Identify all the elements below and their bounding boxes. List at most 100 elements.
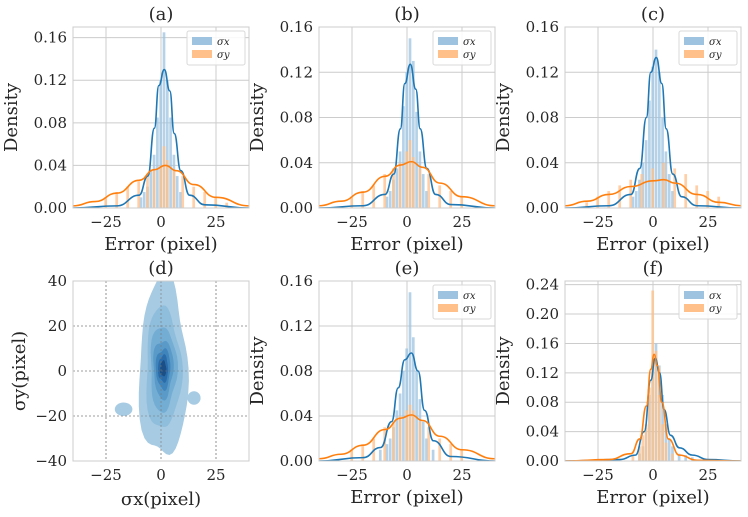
- y-tick-label: −40: [35, 452, 67, 470]
- legend-box: [678, 284, 738, 320]
- bar-sigma-y-9: [172, 170, 176, 208]
- bar-sigma-x-9: [415, 111, 418, 208]
- y-tick-label: 0.12: [280, 63, 313, 81]
- bar-sigma-y-2: [126, 186, 130, 208]
- bar-sigma-y-8: [673, 168, 677, 208]
- bar-sigma-y-13: [460, 449, 464, 461]
- plot-area-f: [565, 290, 741, 461]
- bar-sigma-x-14: [431, 449, 435, 461]
- y-tick-label: 0.12: [34, 71, 67, 89]
- bar-sigma-y-7: [657, 394, 661, 461]
- bar-sigma-y-1: [361, 191, 365, 208]
- kde-line-sigma-x: [319, 63, 495, 208]
- axes-frame-c: [564, 26, 742, 209]
- x-tick-label: 0: [648, 213, 658, 231]
- x-axis-label: σx(pixel): [121, 489, 201, 510]
- bar-sigma-x-4: [395, 410, 399, 461]
- bar-sigma-x-12: [671, 191, 674, 208]
- bar-sigma-x-8: [411, 60, 415, 208]
- bar-sigma-y-7: [162, 146, 166, 208]
- bar-sigma-x-1: [385, 444, 389, 461]
- legend-box: [678, 30, 738, 66]
- bar-sigma-y-6: [654, 350, 658, 461]
- bar-sigma-x-3: [149, 170, 153, 208]
- bar-sigma-y-6: [405, 151, 409, 208]
- bar-sigma-y-3: [618, 185, 622, 208]
- legend-swatch-sigma-x: [684, 37, 704, 45]
- y-tick-label: 0.04: [34, 156, 67, 174]
- x-tick-label: −25: [90, 466, 122, 484]
- y-tick-label: 0.12: [280, 317, 313, 335]
- legend-swatch-sigma-x: [684, 291, 704, 299]
- legend-label-sigma-x: σx: [709, 291, 722, 302]
- y-tick-label: 0.08: [526, 109, 559, 127]
- bar-sigma-x-5: [402, 106, 405, 208]
- kde-line-sigma-y: [565, 178, 741, 207]
- legend-box: [186, 30, 246, 66]
- y-tick-label: 0.16: [526, 334, 559, 352]
- y-axis-label: Density: [247, 336, 268, 406]
- bar-sigma-y-1: [638, 446, 641, 461]
- bar-sigma-y-4: [648, 387, 651, 461]
- panel-e: (e) −25 0 25 0.00 0.04 0.08 0.12 0.16 Error (pixe…: [247, 258, 496, 508]
- x-tick-label: 0: [156, 466, 166, 484]
- bar-sigma-x-2: [638, 179, 641, 208]
- y-tick-label: 0.08: [34, 114, 67, 132]
- bar-sigma-y-10: [671, 453, 674, 461]
- kde-line-sigma-y: [73, 164, 249, 207]
- bar-sigma-x-9: [411, 337, 415, 461]
- bar-sigma-y-11: [438, 438, 442, 461]
- legend-label-sigma-y: σy: [217, 50, 230, 61]
- legend-label-sigma-x: σx: [463, 37, 476, 48]
- bar-sigma-x-11: [677, 453, 681, 461]
- y-tick-label: 0.04: [526, 154, 559, 172]
- legend-label-sigma-y: σy: [709, 50, 722, 61]
- bar-sigma-y-12: [203, 192, 207, 208]
- y-tick-label: 0.00: [34, 199, 67, 217]
- y-tick-label: 0.00: [280, 452, 313, 470]
- bar-sigma-x-1: [142, 192, 146, 208]
- x-tick-label: 25: [452, 466, 471, 484]
- bar-sigma-y-9: [418, 168, 422, 208]
- bar-sigma-y-8: [411, 157, 415, 208]
- bar-sigma-x-11: [667, 174, 671, 208]
- panel-title: (f): [643, 258, 664, 279]
- bar-sigma-x-10: [415, 371, 418, 461]
- bar-sigma-y-14: [225, 202, 229, 208]
- kde-line-sigma-x: [565, 56, 741, 208]
- y-axis-label: Density: [493, 82, 514, 152]
- y-tick-label: 0.00: [280, 199, 313, 217]
- axes-frame-a: [72, 26, 250, 209]
- y-tick-label: 0.04: [526, 423, 559, 441]
- bar-sigma-x-7: [162, 32, 166, 208]
- x-tick-label: −25: [336, 466, 368, 484]
- bar-sigma-y-6: [651, 168, 655, 208]
- x-tick-label: −25: [582, 466, 614, 484]
- plot-area-e: [319, 292, 495, 461]
- bar-sigma-y-0: [585, 202, 589, 208]
- legend: σx σy: [432, 284, 492, 320]
- bar-sigma-x-8: [657, 72, 661, 208]
- panel-b: (b) −25 0 25 0.00 0.04 0.08 0.12 0.16 Error (pixe…: [247, 4, 496, 255]
- x-tick-label: 25: [698, 213, 717, 231]
- legend-label-sigma-y: σy: [709, 304, 722, 315]
- bar-sigma-x-12: [179, 192, 182, 208]
- y-tick-label: 0.16: [526, 18, 559, 36]
- y-tick-label: 0.00: [526, 452, 559, 470]
- bar-sigma-x-8: [408, 292, 412, 461]
- bar-sigma-x-6: [405, 72, 409, 208]
- bar-sigma-y-2: [641, 435, 645, 461]
- y-tick-label: 0.08: [526, 393, 559, 411]
- bar-sigma-y-9: [684, 174, 688, 208]
- bar-sigma-y-10: [181, 176, 185, 208]
- bar-sigma-y-7: [408, 140, 412, 208]
- bar-sigma-x-11: [421, 174, 425, 208]
- legend-label-sigma-x: σx: [463, 291, 476, 302]
- legend-swatch-sigma-x: [438, 37, 458, 45]
- axes-frame-e: [318, 280, 496, 462]
- bar-sigma-y-9: [418, 421, 422, 461]
- bar-sigma-y-13: [214, 197, 218, 208]
- y-tick-label: 40: [48, 272, 67, 290]
- bar-sigma-y-7: [408, 404, 412, 461]
